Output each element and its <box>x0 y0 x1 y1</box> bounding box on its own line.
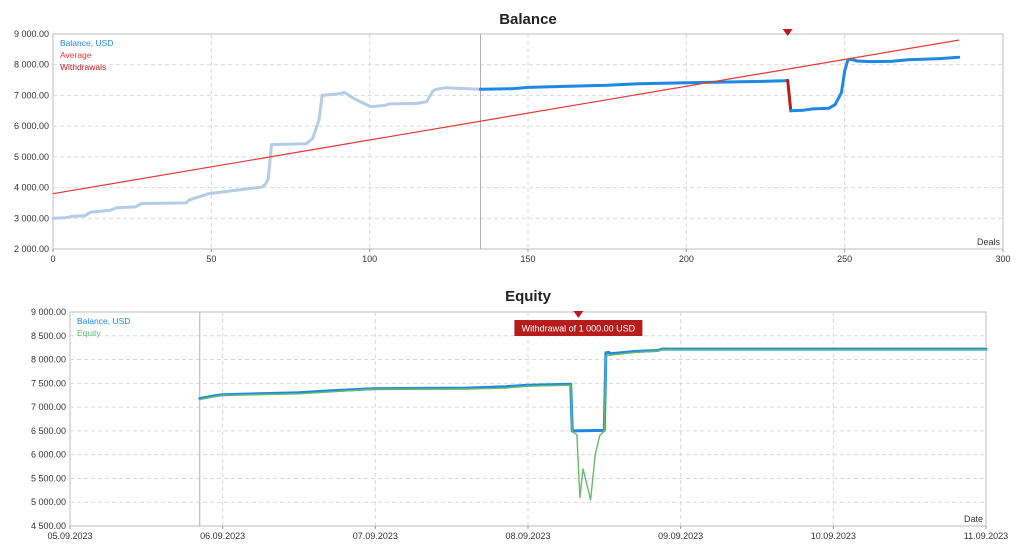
legend-item: Balance, USD <box>60 38 113 48</box>
series-line-balance-usd <box>789 55 961 113</box>
x-axis-label: Deals <box>977 237 1001 247</box>
x-tick-label: 200 <box>679 254 694 264</box>
x-tick-label: 150 <box>520 254 535 264</box>
y-tick-label: 5 500.00 <box>31 473 66 483</box>
x-tick-label: 06.09.2023 <box>200 531 245 541</box>
y-tick-label: 5 000.00 <box>31 497 66 507</box>
y-tick-label: 3 000.00 <box>14 213 49 223</box>
x-tick-label: 0 <box>50 254 55 264</box>
y-tick-label: 9 000.00 <box>31 307 66 317</box>
x-tick-label: 10.09.2023 <box>811 531 856 541</box>
series-line-average <box>52 39 960 195</box>
y-tick-label: 4 000.00 <box>14 183 49 193</box>
y-tick-label: 2 000.00 <box>14 244 49 254</box>
x-tick-label: 50 <box>206 254 216 264</box>
y-tick-label: 6 000.00 <box>14 121 49 131</box>
y-tick-label: 8 000.00 <box>14 60 49 70</box>
x-tick-label: 250 <box>837 254 852 264</box>
y-tick-label: 8 500.00 <box>31 331 66 341</box>
chart-title: Equity <box>505 288 551 305</box>
y-tick-label: 4 500.00 <box>31 521 66 531</box>
annotation-box <box>514 320 643 336</box>
y-tick-label: 8 000.00 <box>31 355 66 365</box>
x-tick-label: 05.09.2023 <box>47 531 92 541</box>
x-tick-label: 07.09.2023 <box>353 531 398 541</box>
annotation-text: Withdrawal of 1 000.00 USD <box>522 324 636 334</box>
legend-item: Balance, USD <box>77 316 130 326</box>
y-tick-label: 7 500.00 <box>31 378 66 388</box>
withdrawal-marker-icon <box>573 311 584 318</box>
x-tick-label: 08.09.2023 <box>505 531 550 541</box>
x-tick-label: 100 <box>362 254 377 264</box>
series-line-balance-usd <box>198 347 988 433</box>
x-tick-label: 09.09.2023 <box>658 531 703 541</box>
series-line-equity <box>199 348 987 501</box>
x-tick-label: 11.09.2023 <box>964 531 1008 541</box>
series-line-withdrawals <box>786 78 793 113</box>
chart-title: Balance <box>499 11 557 28</box>
y-tick-label: 6 000.00 <box>31 450 66 460</box>
y-tick-label: 7 000.00 <box>14 90 49 100</box>
x-axis-label: Date <box>964 514 983 524</box>
y-tick-label: 5 000.00 <box>14 152 49 162</box>
x-tick-label: 300 <box>995 254 1010 264</box>
balance-chart: Balance 2 000.00 3 000.00 4 000.00 5 000.00 6… <box>14 11 1011 264</box>
series-line-balance-usd <box>51 86 482 220</box>
y-tick-label: 9 000.00 <box>14 29 49 39</box>
legend-item: Equity <box>77 328 101 338</box>
y-tick-label: 6 500.00 <box>31 426 66 436</box>
y-tick-label: 7 000.00 <box>31 402 66 412</box>
withdrawal-marker-icon <box>782 29 793 36</box>
legend-item: Withdrawals <box>60 62 106 72</box>
equity-chart: Equity 4 500.00 5 000.00 5 500.00 6 000.00 6 … <box>31 288 1008 541</box>
series-line-balance-usd <box>479 78 790 91</box>
legend-item: Average <box>60 50 92 60</box>
